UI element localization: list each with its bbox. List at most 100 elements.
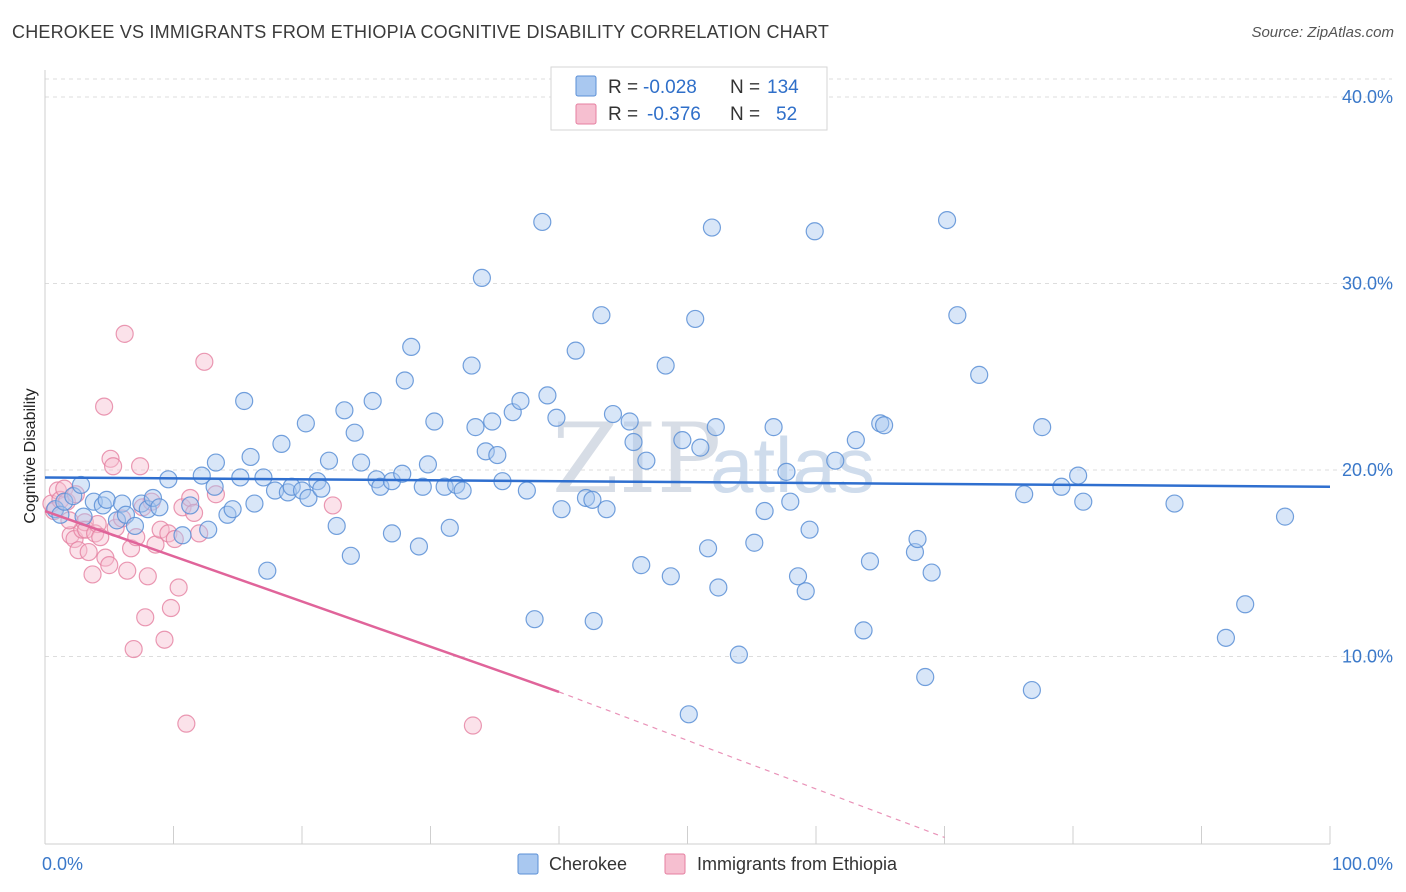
cherokee-point xyxy=(755,501,774,521)
ethiopia-point xyxy=(323,496,342,515)
cherokee-point xyxy=(624,432,643,452)
legend-swatch-ethiopia xyxy=(575,103,597,125)
cherokee-point xyxy=(363,391,382,411)
cherokee-point xyxy=(745,533,764,552)
cherokee-point xyxy=(112,494,132,513)
cherokee-point xyxy=(777,462,796,481)
cherokee-point xyxy=(150,498,169,517)
cherokee-point xyxy=(729,645,749,664)
cherokee-point xyxy=(395,371,414,390)
ethiopia-point xyxy=(95,397,114,416)
cherokee-point xyxy=(402,337,421,357)
ethiopia-point xyxy=(83,565,102,584)
cherokee-point xyxy=(462,356,481,375)
cherokee-point xyxy=(764,418,783,437)
legend-swatch-cherokee xyxy=(575,75,597,97)
cherokee-point xyxy=(583,490,602,509)
ethiopia-point xyxy=(195,352,214,371)
cherokee-point xyxy=(781,492,800,511)
cherokee-point xyxy=(55,492,74,511)
cherokee-point xyxy=(296,414,315,433)
cherokee-point xyxy=(272,434,291,453)
legend-n-label-1: N = xyxy=(730,77,760,98)
cherokee-point xyxy=(1074,492,1093,511)
cherokee-point xyxy=(547,408,566,427)
axes: 10.0% 20.0% 30.0% 40.0% 0.0% 100.0% xyxy=(42,70,1393,874)
cherokee-point xyxy=(199,520,218,539)
cherokee-point xyxy=(538,386,557,405)
cherokee-point xyxy=(409,537,429,556)
bottom-legend-label-cherokee: Cherokee xyxy=(549,854,627,874)
cherokee-point xyxy=(603,404,623,424)
cherokee-point xyxy=(875,416,894,435)
cherokee-point xyxy=(107,511,127,530)
cherokee-point xyxy=(371,477,390,496)
cherokee-point xyxy=(552,500,571,519)
legend-r-label-2: R = xyxy=(608,104,638,125)
cherokee-point xyxy=(691,438,710,457)
cherokee-point xyxy=(1236,595,1255,614)
cherokee-point xyxy=(254,468,273,487)
cherokee-point xyxy=(440,518,459,537)
legend-box xyxy=(550,66,828,131)
ethiopia-point xyxy=(155,630,174,649)
cherokee-point xyxy=(466,418,485,437)
ethiopia-point xyxy=(463,716,483,735)
cherokee-point xyxy=(1275,507,1295,526)
ethiopia-point xyxy=(101,449,120,468)
y-tick-label: 30.0% xyxy=(1342,274,1393,294)
watermark-zip: ZIP xyxy=(552,403,721,515)
cherokee-point xyxy=(1033,418,1052,437)
cherokee-point xyxy=(143,488,163,508)
cherokee-point xyxy=(846,431,865,450)
cherokee-point xyxy=(584,611,603,631)
cherokee-point xyxy=(533,212,552,232)
cherokee-point xyxy=(1052,477,1071,496)
cherokee-point xyxy=(1165,494,1184,513)
cherokee-point xyxy=(181,496,200,515)
legend-r-value-1: -0.028 xyxy=(643,77,697,98)
cherokee-point xyxy=(673,431,692,450)
cherokee-point xyxy=(661,567,680,586)
cherokee-point xyxy=(686,309,705,329)
ethiopia-point xyxy=(130,457,150,476)
cherokee-point xyxy=(205,477,224,496)
legend-n-value-2: 52 xyxy=(776,104,797,125)
cherokee-point xyxy=(483,412,502,431)
series-legend: Cherokee Immigrants from Ethiopia xyxy=(517,853,898,875)
cherokee-point xyxy=(488,445,507,465)
cherokee-point xyxy=(706,418,725,437)
cherokee-point xyxy=(71,475,91,495)
cherokee-point xyxy=(382,524,402,543)
cherokee-point xyxy=(241,447,260,467)
cherokee-point xyxy=(800,520,819,539)
cherokee-point xyxy=(826,451,845,470)
cherokee-point xyxy=(245,494,264,513)
cherokee-point xyxy=(511,391,530,411)
cherokee-point xyxy=(292,481,312,500)
ethiopia-point xyxy=(118,561,137,580)
cherokee-point xyxy=(125,516,145,536)
cherokee-point xyxy=(476,442,495,461)
cherokee-point xyxy=(435,477,454,496)
y-tick-label: 40.0% xyxy=(1342,87,1393,107)
cherokee-point xyxy=(632,556,651,575)
cherokee-point xyxy=(702,218,722,237)
cherokee-point xyxy=(922,563,941,582)
cherokee-point xyxy=(916,667,935,687)
cherokee-point xyxy=(345,423,364,442)
cherokee-point xyxy=(620,412,639,431)
cherokee-point xyxy=(258,561,277,580)
ethiopia-point xyxy=(115,324,134,343)
y-tick-label: 10.0% xyxy=(1342,647,1393,667)
cherokee-point xyxy=(413,477,432,496)
legend-r-value-2: -0.376 xyxy=(647,104,701,125)
trend-lines xyxy=(44,476,1331,838)
legend-n-label-2: N = xyxy=(730,104,760,125)
cherokee-point xyxy=(937,210,957,230)
cherokee-point xyxy=(860,552,880,571)
cherokee-point xyxy=(698,539,718,558)
cherokee-point xyxy=(231,468,250,487)
x-tick-label-min: 0.0% xyxy=(42,854,83,874)
